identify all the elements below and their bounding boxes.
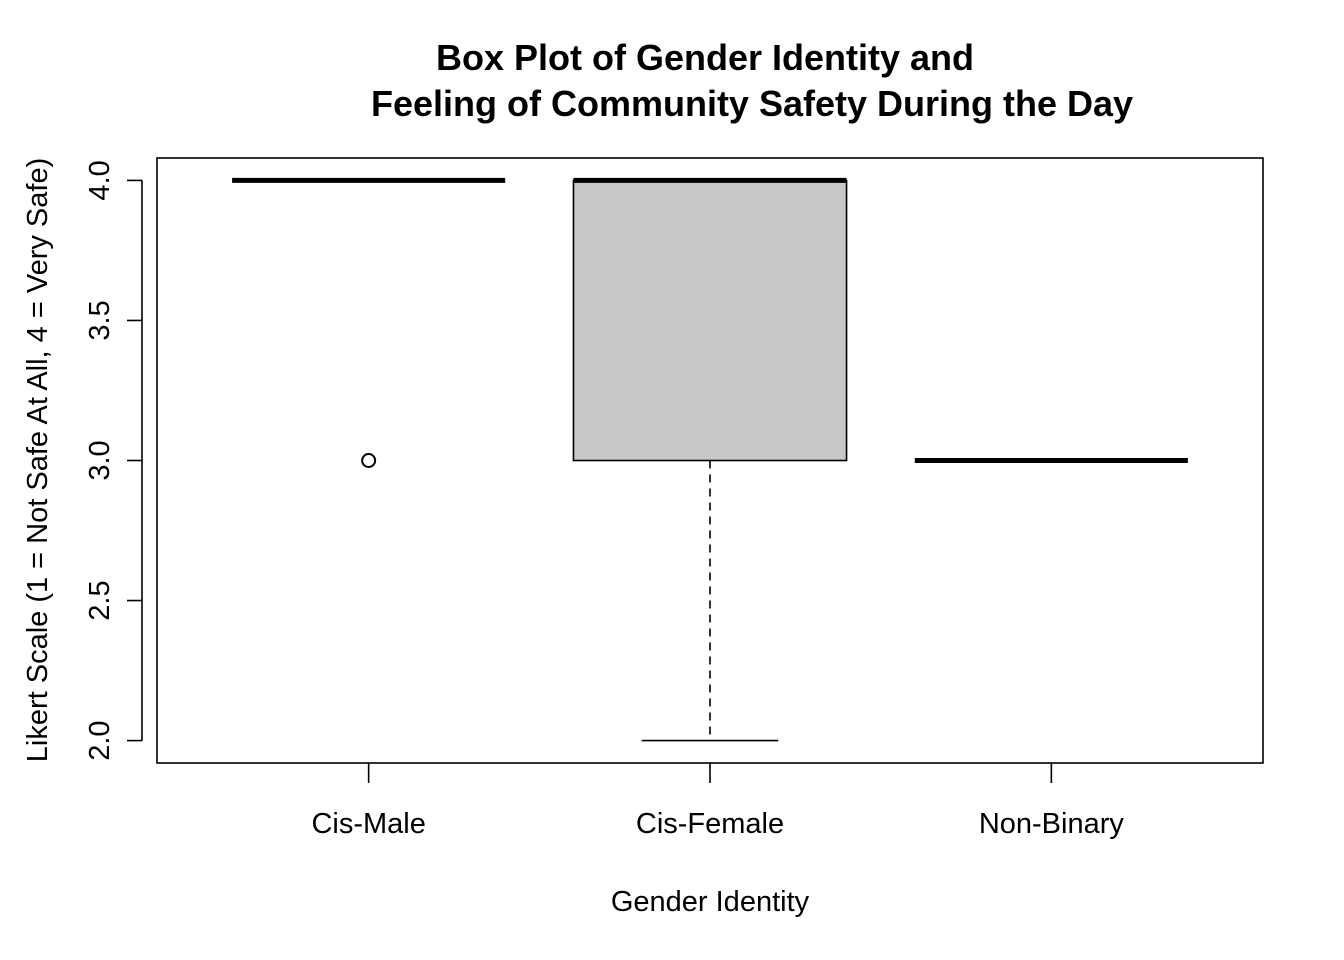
box-marks <box>232 177 1188 742</box>
box-body-cis-female <box>572 179 848 462</box>
y-tick-label: 2.5 <box>84 580 116 620</box>
y-axis-label: Likert Scale (1 = Not Safe At All, 4 = V… <box>22 158 54 762</box>
x-axis: Cis-Male Cis-Female Non-Binary <box>311 763 1124 840</box>
y-axis: 2.0 2.5 3.0 3.5 4.0 <box>84 160 143 761</box>
x-tick-label: Cis-Male <box>311 808 425 840</box>
y-tick-label: 4.0 <box>84 160 116 200</box>
x-tick-label: Cis-Female <box>636 808 784 840</box>
x-tick-label: Non-Binary <box>979 808 1125 840</box>
chart-title-line1: Box Plot of Gender Identity and <box>436 37 974 78</box>
box-cis-female <box>572 177 848 742</box>
chart-title-line2: Feeling of Community Safety During the D… <box>371 83 1133 124</box>
y-tick-label: 3.0 <box>84 440 116 480</box>
outlier-point-cis-male-0 <box>361 453 377 468</box>
box-cis-male <box>232 177 506 468</box>
y-tick-label: 3.5 <box>84 300 116 340</box>
x-axis-label: Gender Identity <box>611 886 810 918</box>
y-tick-label: 2.0 <box>84 720 116 760</box>
